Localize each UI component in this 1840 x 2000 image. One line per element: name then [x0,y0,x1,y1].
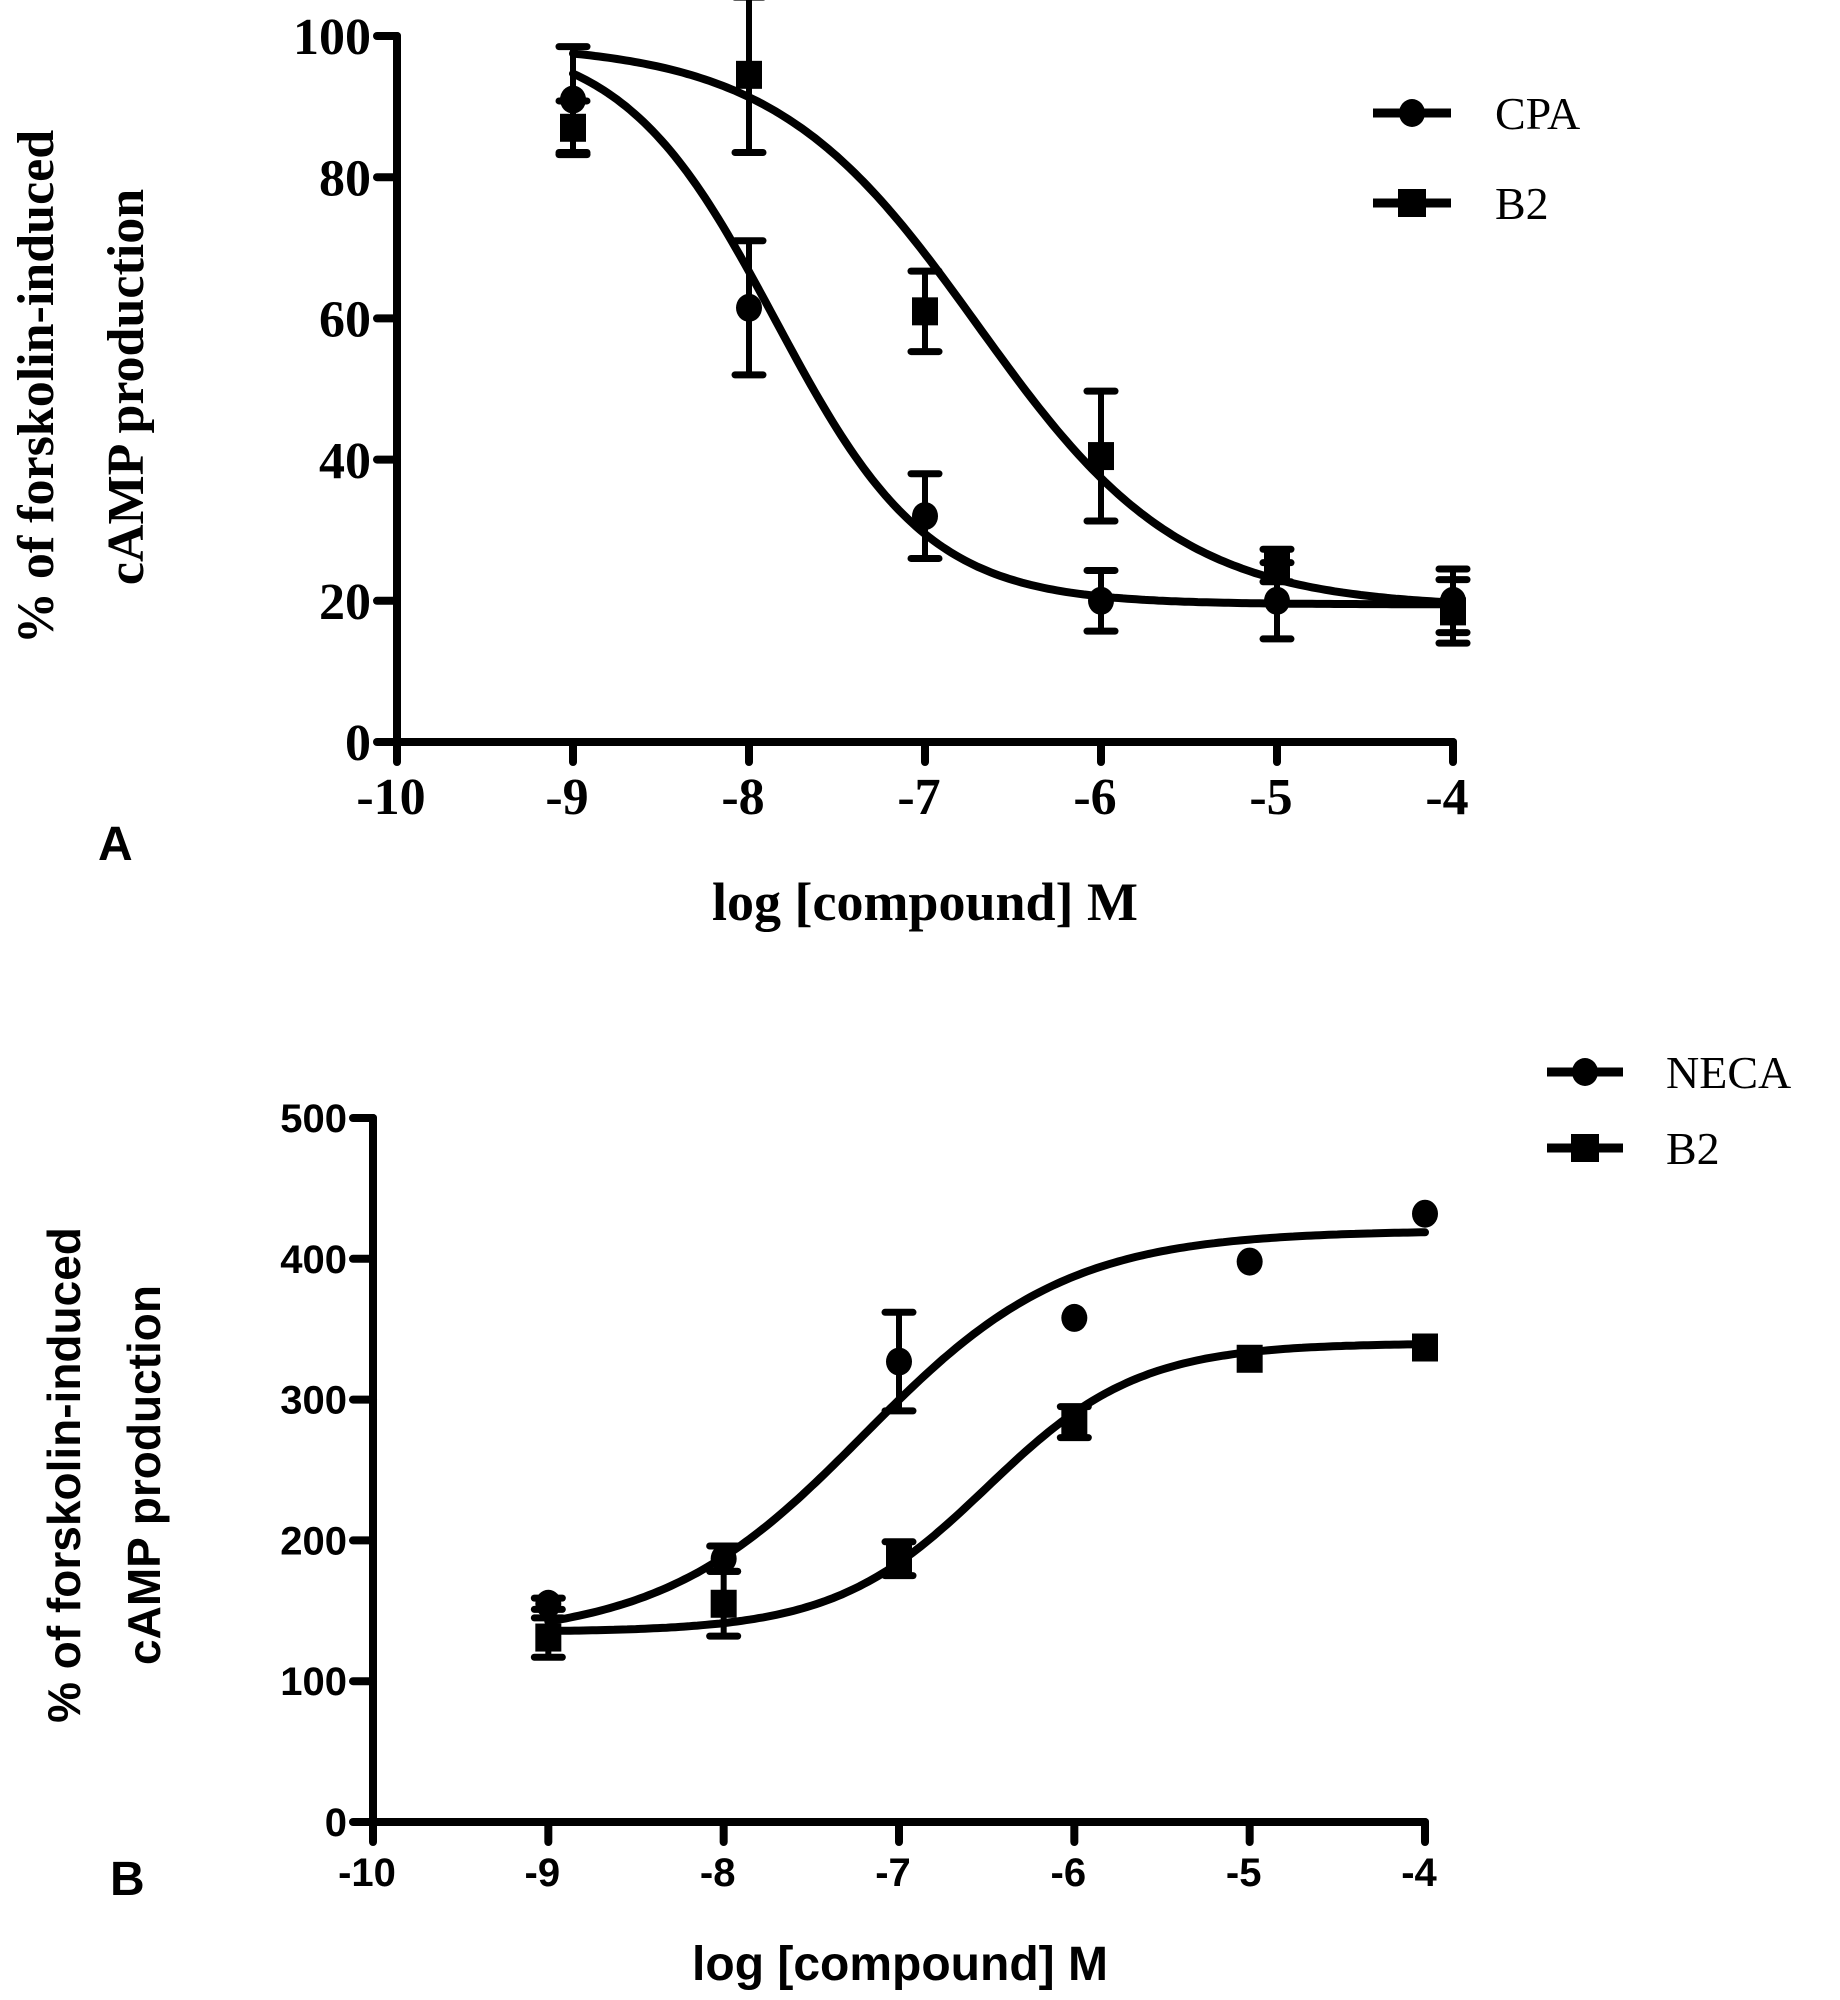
panel-a-x-tick-label: -9 [545,769,588,826]
panel-a-legend-label-cpa: CPA [1495,88,1580,139]
panel-a-y-tick-label: 100 [293,9,371,66]
panel-b-y-tick-label: 100 [280,1660,347,1704]
panel-b-point-b2 [1236,1344,1263,1373]
panel-b-fit-b2 [544,1340,1429,1635]
panel-b-ylabel-line2: cAMP production [118,1285,170,1665]
panel-a-x-tick-label: -10 [356,769,425,826]
panel-b-point-b2 [710,1589,737,1618]
panel-b-point-b2 [1061,1408,1088,1437]
panel-b-data-points [530,1199,1438,1661]
panel-a-fit-curves [569,49,1457,609]
panel-a-x-tick-label: -4 [1425,769,1468,826]
panel-b-xlabel: log [compound] M [692,1938,1108,1991]
panel-b-y-tick-label: 200 [280,1519,347,1563]
panel-a-y-tick-label: 20 [319,574,371,631]
panel-a-y-tick-label: 0 [345,715,371,772]
panel-a-legend: CPA B2 [1373,88,1580,229]
panel-b-legend-label-neca: NECA [1666,1047,1791,1098]
panel-a-legend-label-b2: B2 [1495,178,1549,229]
panel-a-point-cpa [912,502,938,531]
panel-b-point-neca [886,1347,912,1376]
panel-a-x-tick-label: -7 [897,769,940,826]
panel-a-x-tick-label: -5 [1249,769,1292,826]
panel-b-x-tick-label: -8 [700,1851,736,1895]
panel-a-chart: % of forskolin-induced cAMP production 0… [8,0,1580,932]
panel-b-point-neca [1061,1303,1088,1332]
panel-a-ylabel-line1: % of forskolin-induced [8,130,65,644]
panel-a-fit-b2 [569,49,1457,607]
panel-b-legend-square-icon [1571,1134,1599,1162]
panel-a-y-tick-label: 80 [319,150,371,207]
panel-b-fit-curves [544,1228,1429,1635]
panel-a-point-cpa [736,293,762,322]
panel-a-point-cpa [1264,586,1290,615]
panel-b-point-b2 [886,1544,912,1573]
panel-b-legend: NECA B2 [1547,1047,1791,1174]
panel-b-y-tick-label: 0 [325,1801,347,1845]
panel-b-ylabel-line1: % of forskolin-induced [38,1227,90,1723]
panel-b-point-b2 [1412,1333,1438,1362]
panel-b-label: B [110,1853,145,1906]
panel-b-point-neca [535,1589,562,1618]
panel-a-data-points [555,0,1471,647]
panel-b-y-tick-label: 500 [280,1097,347,1141]
panel-a-point-b2 [560,113,586,142]
panel-b-fit-neca [544,1228,1429,1626]
panel-a-legend-circle-icon [1399,99,1425,127]
panel-a-point-b2 [736,60,762,89]
panel-a-y-tick-label: 40 [319,433,371,490]
panel-a-point-b2 [1264,551,1290,580]
panel-b-x-tick-label: -9 [525,1851,561,1895]
panel-b-point-neca [710,1544,737,1573]
panel-b-y-tick-label: 300 [280,1379,347,1423]
panel-b-chart: % of forskolin-induced cAMP production 0… [38,1047,1791,1991]
panel-b-x-tick-label: -4 [1401,1851,1437,1895]
panel-b-axes: 0 100 200 300 400 500 -10 -9 -8 -7 -6 -5 -4 [280,1097,1437,1895]
panel-a-ylabel-line2: cAMP production [98,189,155,585]
panel-a-y-tick-label: 60 [319,292,371,349]
panel-a-legend-square-icon [1398,189,1426,217]
panel-b-legend-label-b2: B2 [1666,1123,1720,1174]
panel-a-xlabel: log [compound] M [712,872,1138,932]
panel-a-point-b2 [1088,442,1114,471]
panel-b-x-tick-label: -5 [1226,1851,1262,1895]
panel-a-point-cpa [1088,586,1114,615]
panel-b-x-tick-label: -7 [875,1851,911,1895]
panel-a-point-b2 [912,297,938,326]
panel-b-point-b2 [535,1623,562,1652]
panel-b-x-tick-label: -6 [1051,1851,1087,1895]
panel-a-x-tick-label: -8 [721,769,764,826]
panel-a-fit-cpa [569,69,1457,609]
panel-b-point-neca [1412,1199,1438,1228]
panel-a-axes: 0 20 40 60 80 100 -10 -9 -8 -7 -6 -5 -4 [293,9,1469,826]
panel-b-legend-circle-icon [1572,1058,1598,1086]
panel-b-point-neca [1236,1247,1263,1276]
panel-a-x-tick-label: -6 [1073,769,1116,826]
panel-b-x-tick-label: -10 [338,1851,396,1895]
panel-a-label: A [98,818,133,871]
panel-b-y-tick-label: 400 [280,1238,347,1282]
panel-a-point-b2 [1440,597,1466,626]
